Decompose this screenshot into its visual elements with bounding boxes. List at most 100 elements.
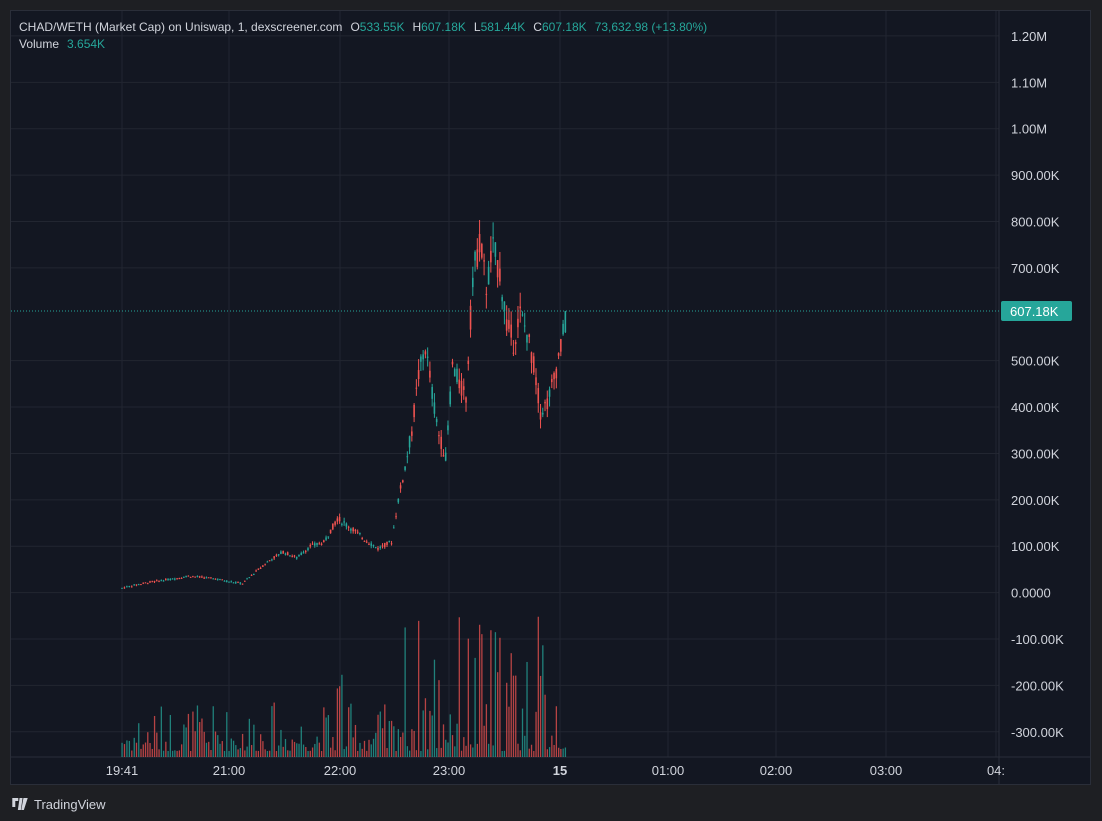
- volume-bar: [221, 741, 223, 757]
- symbol-title[interactable]: CHAD/WETH (Market Cap) on Uniswap, 1, de…: [19, 20, 343, 34]
- candle-body: [273, 556, 275, 559]
- volume-bar: [436, 748, 438, 757]
- candle-body: [291, 556, 294, 558]
- volume-bar: [302, 744, 305, 757]
- candle-body: [318, 543, 321, 545]
- volume-bar: [201, 718, 203, 757]
- candle-body: [408, 436, 411, 448]
- candle-body: [519, 306, 522, 309]
- volume-bar: [300, 726, 302, 757]
- candle-body: [485, 293, 488, 295]
- candle-body: [352, 528, 354, 532]
- volume-bar: [156, 732, 158, 757]
- candle-body: [178, 578, 181, 580]
- candle-body: [553, 372, 555, 380]
- volume-bar: [454, 746, 456, 757]
- volume-bar: [192, 711, 194, 757]
- volume-bar: [327, 715, 330, 757]
- candle-body: [341, 523, 343, 525]
- candle-body: [395, 516, 397, 518]
- volume-bar: [151, 748, 153, 757]
- candle-body: [411, 431, 413, 436]
- candle-body: [487, 266, 490, 285]
- volume-bar: [210, 750, 212, 757]
- volume-bar: [449, 714, 451, 757]
- candle-body: [449, 391, 452, 405]
- candle-body: [548, 389, 551, 397]
- candle-body: [413, 404, 415, 418]
- volume-bar: [388, 721, 390, 757]
- volume-bar: [196, 705, 199, 757]
- volume-bar: [126, 740, 128, 757]
- candle-body: [201, 576, 203, 578]
- volume-bar: [544, 694, 546, 757]
- volume-bar: [431, 715, 433, 757]
- volume-bar: [149, 742, 151, 757]
- volume-bar: [542, 645, 544, 757]
- volume-bar: [142, 744, 144, 757]
- candle-body: [361, 537, 363, 540]
- candle-body: [510, 324, 512, 338]
- volume-bar: [140, 748, 142, 757]
- volume-bar: [487, 743, 490, 757]
- candle-body: [508, 320, 510, 329]
- volume-bar: [537, 616, 539, 757]
- candle-body: [162, 580, 165, 582]
- time-tick-label: 22:00: [324, 763, 357, 778]
- candle-body: [440, 436, 442, 449]
- candle-body: [198, 576, 201, 578]
- volume-bar: [560, 749, 562, 757]
- volume-bar: [377, 714, 379, 757]
- volume-bar: [422, 710, 424, 757]
- price-chart[interactable]: 1.20M 1.10M 1.00M 900.00K 800.00K 700.00K 500.…: [11, 11, 1091, 785]
- volume-bar: [138, 723, 140, 757]
- candle-body: [551, 378, 553, 383]
- volume-bar: [348, 707, 350, 757]
- volume-bar: [503, 750, 506, 757]
- candle-body: [135, 584, 138, 586]
- volume-bar: [354, 724, 357, 757]
- ohlc-row: CHAD/WETH (Market Cap) on Uniswap, 1, de…: [19, 19, 715, 36]
- candle-body: [277, 554, 280, 556]
- volume-bar: [415, 750, 418, 757]
- candle-body: [282, 551, 284, 554]
- price-tick-label: 400.00K: [1011, 400, 1060, 415]
- volume-bar: [131, 750, 133, 757]
- volume-bar: [323, 707, 325, 757]
- volume-bar: [438, 680, 440, 757]
- volume-bar: [271, 706, 273, 757]
- candle-body: [415, 387, 418, 389]
- volume-bar: [162, 750, 165, 757]
- volume-bar: [230, 738, 232, 757]
- candle-body: [481, 244, 483, 258]
- candle-body: [372, 544, 375, 546]
- volume-bar: [519, 750, 521, 757]
- volume-bar: [368, 739, 370, 757]
- volume-bar: [429, 710, 431, 757]
- candle-body: [214, 578, 217, 580]
- volume-row: Volume 3.654K: [19, 36, 715, 53]
- volume-bar: [153, 715, 156, 757]
- volume-bar: [451, 735, 454, 757]
- candle-body: [189, 576, 192, 578]
- volume-bar: [564, 747, 567, 757]
- candle-body: [302, 552, 305, 554]
- candle-body: [467, 360, 470, 365]
- candle-body: [142, 582, 145, 584]
- candle-body: [140, 584, 142, 586]
- volume-bar: [305, 747, 307, 757]
- volume-bar: [228, 750, 230, 757]
- volume-bar: [361, 748, 363, 757]
- price-tick-label: 300.00K: [1011, 446, 1060, 461]
- candle-body: [144, 582, 147, 584]
- volume-bar: [510, 653, 512, 757]
- volume-bar: [408, 750, 411, 757]
- branding[interactable]: TradingView: [10, 796, 106, 812]
- candle-body: [153, 581, 156, 583]
- volume-bar: [557, 747, 560, 757]
- candle-body: [158, 580, 160, 582]
- volume-bar: [521, 708, 524, 757]
- volume-bar: [264, 749, 266, 757]
- candle-body: [356, 531, 359, 533]
- time-tick-label: 02:00: [760, 763, 793, 778]
